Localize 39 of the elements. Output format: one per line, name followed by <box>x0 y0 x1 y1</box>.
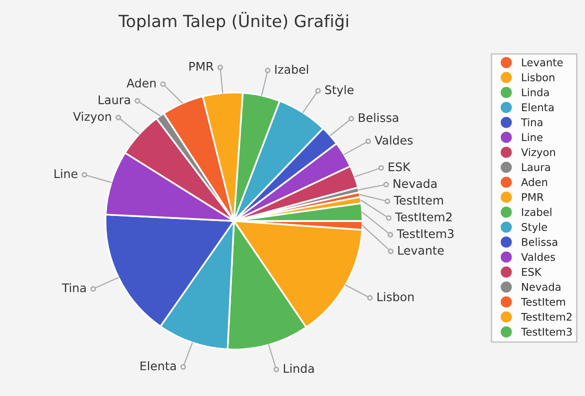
slice-label: Vizyon <box>73 112 111 124</box>
legend-label: PMR <box>522 193 544 201</box>
slice-label: Elenta <box>140 361 176 370</box>
legend-label: ESK <box>522 268 542 276</box>
legend-label: Style <box>522 222 547 234</box>
slice-label: Nevada <box>394 178 436 188</box>
legend-label: TestItem2 <box>521 312 572 321</box>
slice-label: Valdes <box>374 136 413 145</box>
legend-label: TestItem <box>521 298 565 306</box>
legend-label: Tina <box>521 118 542 126</box>
legend-label: Belissa <box>522 238 558 246</box>
slice-label: Linda <box>284 364 314 373</box>
legend-label: Laura <box>522 163 550 172</box>
slice-label: TestItem2 <box>395 212 452 222</box>
slice-label: Style <box>325 85 354 97</box>
slice-label: Belissa <box>358 112 398 122</box>
legend-label: Linda <box>522 88 549 96</box>
legend-label: Lisbon <box>522 73 554 82</box>
legend-label: Levante <box>522 58 563 66</box>
slice-label: Laura <box>98 95 130 104</box>
legend-label: Izabel <box>522 208 552 216</box>
slice-label: PMR <box>189 62 214 71</box>
slice-label: TestItem3 <box>396 229 454 238</box>
legend-label: Elenta <box>522 103 554 112</box>
legend-label: TestItem3 <box>521 328 572 336</box>
slice-label: Aden <box>126 78 156 88</box>
legend-label: Line <box>522 133 542 142</box>
slice-label: TestItem <box>394 196 443 205</box>
slice-label: ESK <box>388 162 411 172</box>
slice-label: Izabel <box>275 64 308 74</box>
slice-label: Line <box>54 169 78 178</box>
legend-label: Nevada <box>522 282 560 291</box>
legend-label: Vizyon <box>521 148 555 158</box>
slice-label: Levante <box>398 246 444 255</box>
chart-title: Toplam Talep (Ünite) Grafiği <box>118 12 348 31</box>
legend-label: Aden <box>521 178 548 186</box>
slice-label: Lisbon <box>378 292 414 302</box>
slice-label: Tina <box>62 283 86 292</box>
legend-label: Valdes <box>521 252 556 261</box>
